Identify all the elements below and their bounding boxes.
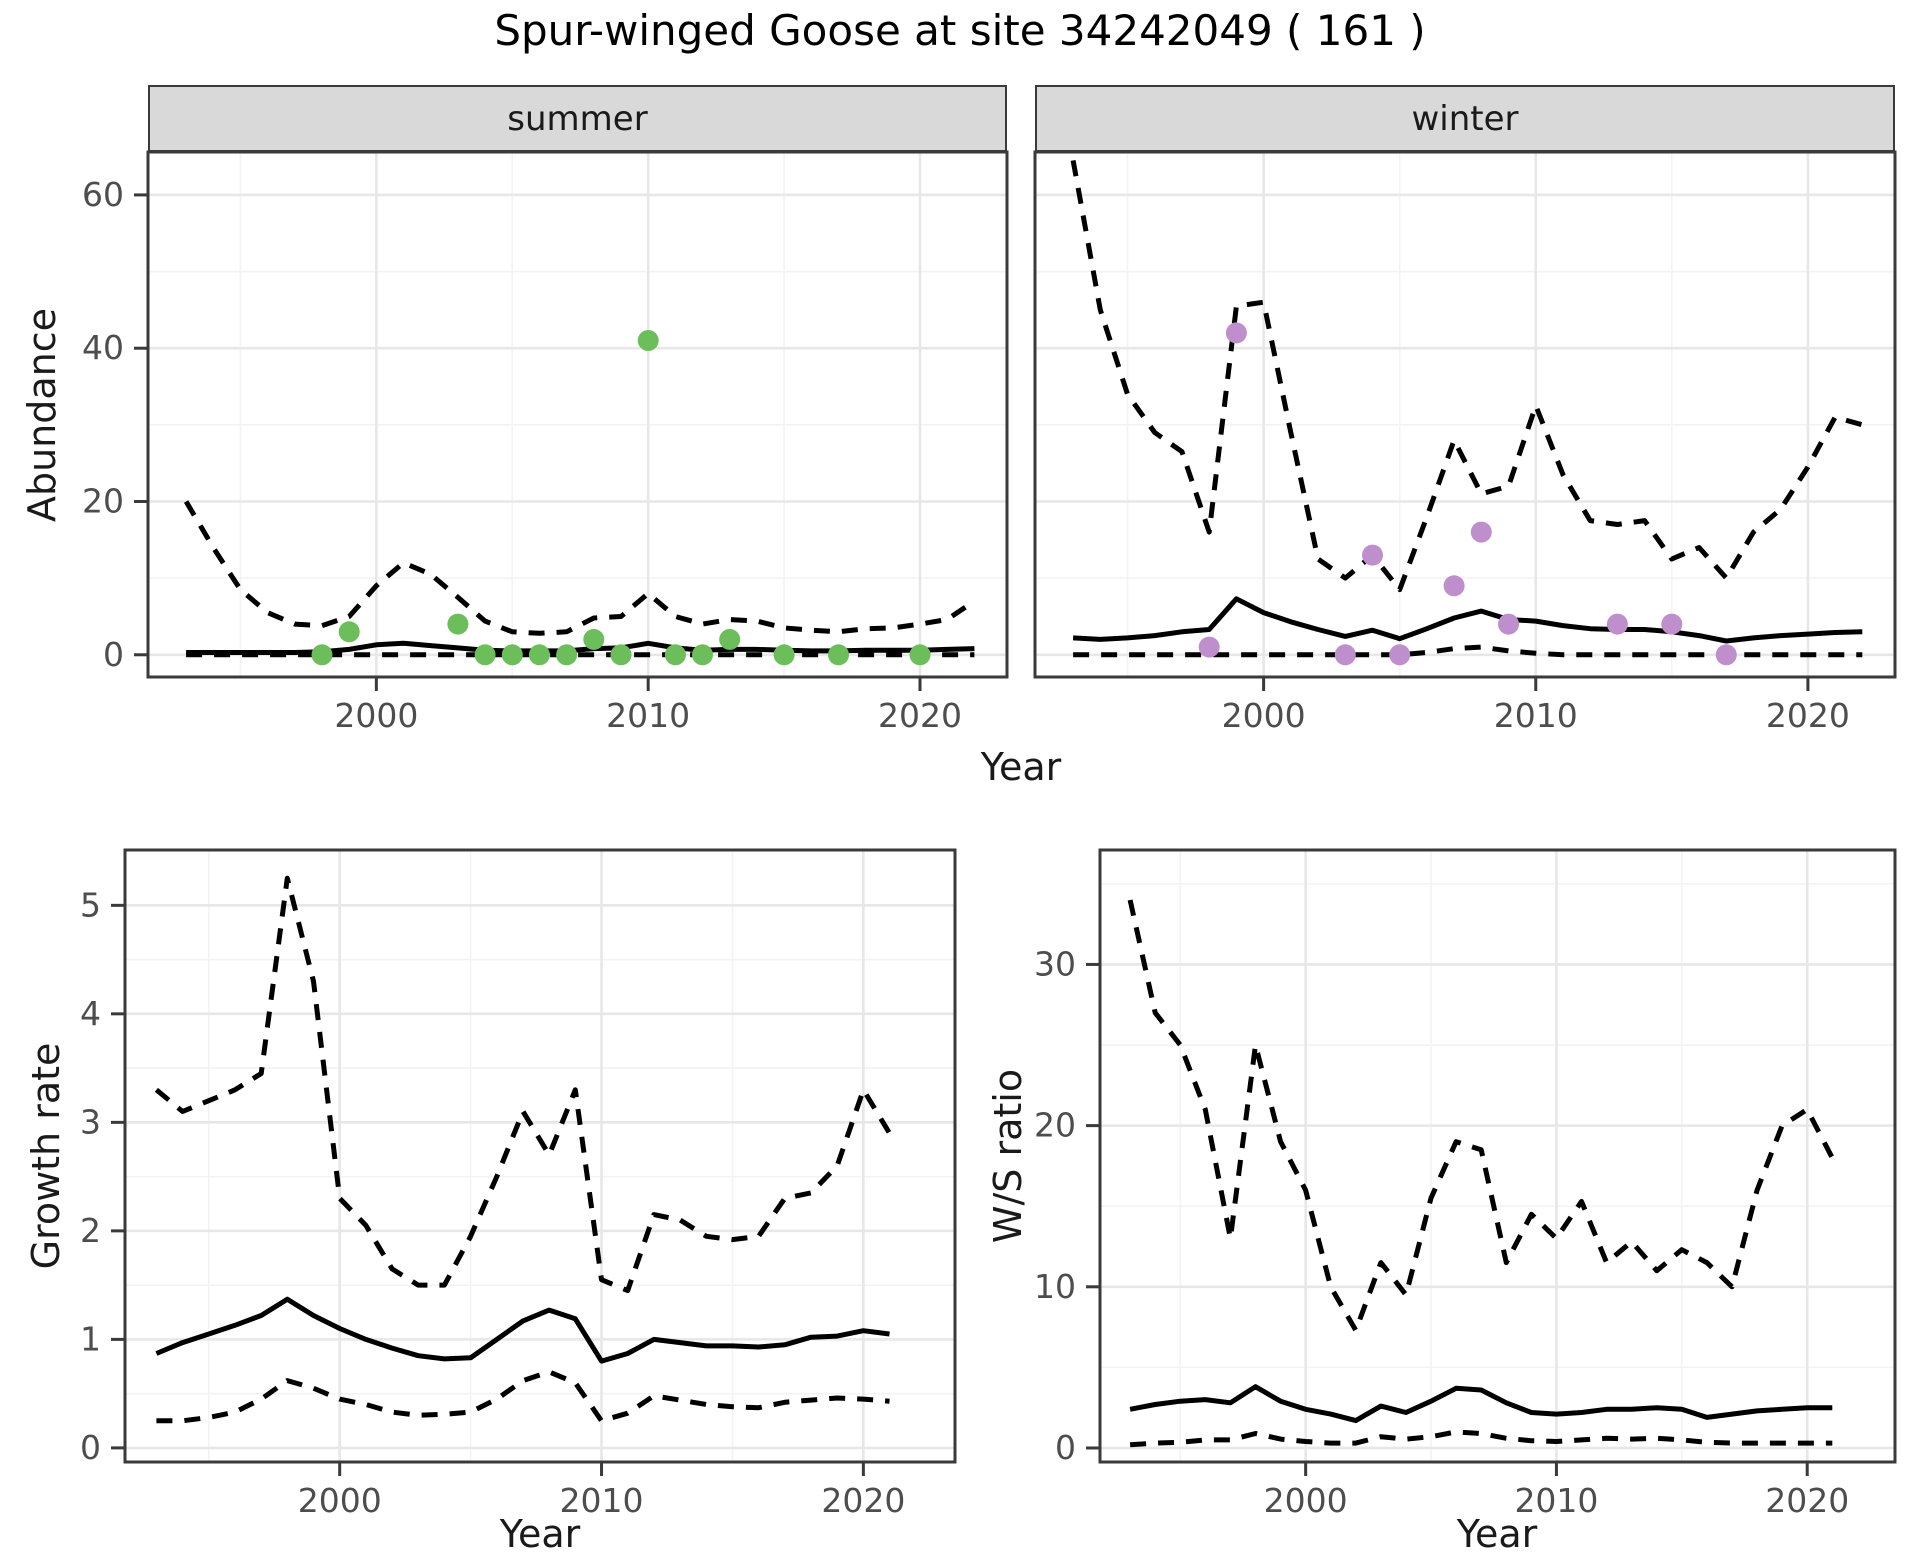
observed-count-point [664,644,686,666]
y-tick-label: 5 [80,885,101,924]
panel-border [1098,848,1897,1464]
observed-count-point [1470,521,1492,543]
observed-count-point [610,644,632,666]
observed-count-point [828,644,849,666]
upper-ci-line [183,500,976,636]
x-tick-label: 2010 [1494,696,1578,735]
observed-count-point [338,621,360,643]
observed-count-point [1498,613,1519,635]
median-line [1129,1384,1833,1424]
y-axis-label-abundance: Abundance [20,307,64,523]
x-axis-label-year-top: Year [980,745,1062,789]
x-axis-label-year-ws: Year [1456,1512,1538,1556]
observed-count-point [773,644,795,666]
y-tick-label: 60 [82,175,124,214]
observed-count-point [1389,644,1411,666]
y-tick-label: 2 [80,1211,101,1250]
lower-ci-line [1073,644,1863,658]
x-tick-label: 2000 [334,696,418,735]
panel-border [1033,150,1897,679]
y-tick-label: 0 [1055,1428,1076,1467]
page-title: Spur-winged Goose at site 34242049 ( 161… [494,6,1426,55]
y-tick-label: 1 [80,1319,101,1358]
x-tick-label: 2020 [878,696,962,735]
lower-ci-line [1129,1429,1833,1448]
panel-abundance-summer: 2000 2010 2020 0 20 40 60 [82,150,1009,735]
y-tick-label: 3 [80,1102,101,1141]
y-tick-label: 20 [1034,1106,1076,1145]
observed-count-point [311,644,333,666]
observed-count-point [1198,636,1220,658]
observed-count-point [583,628,605,650]
observed-count-point [447,613,469,635]
facet-strip-winter: winter [1035,85,1895,152]
x-tick-label: 2000 [1222,696,1306,735]
median-line [1072,596,1863,644]
observed-count-point [1225,322,1247,344]
x-axis-label-year-growth: Year [499,1512,581,1556]
observed-count-point [1661,613,1683,635]
observed-count-point [1715,644,1737,666]
facet-strip-summer-label: summer [507,98,648,139]
x-tick-label: 2020 [1765,1481,1849,1520]
y-tick-label: 0 [103,635,124,674]
panel-border [123,848,957,1464]
y-tick-label: 40 [82,328,124,367]
x-tick-label: 2020 [1766,696,1850,735]
y-axis-label-ws-ratio: W/S ratio [986,1068,1030,1244]
x-tick-label: 2010 [606,696,690,735]
lower-ci-line [156,1369,890,1424]
observed-count-point [1362,544,1383,566]
y-tick-label: 4 [80,994,101,1033]
observed-count-point [474,644,496,666]
observed-count-point [692,644,713,666]
observed-count-point [528,644,550,666]
y-tick-label: 20 [82,481,124,520]
panel-abundance-winter: 2000 2010 2020 [1033,150,1897,735]
x-tick-label: 2020 [821,1481,905,1520]
upper-ci-line [1070,159,1863,593]
y-tick-label: 10 [1034,1267,1076,1306]
median-line [155,1296,890,1364]
panel-background [148,152,1007,677]
upper-ci-line [1127,899,1835,1333]
y-tick-label: 30 [1034,944,1076,983]
y-axis-label-growth-rate: Growth rate [24,1042,68,1270]
upper-ci-line [154,875,892,1294]
x-tick-label: 2000 [1264,1481,1348,1520]
panel-border [146,150,1009,679]
observed-count-point [1443,575,1465,597]
panel-background [125,850,955,1462]
facet-strip-summer: summer [148,85,1007,152]
observed-count-point [1606,613,1628,635]
observed-count-point [1334,644,1356,666]
observed-count-point [556,644,578,666]
panel-background [1100,850,1895,1462]
median-line [186,640,975,655]
observed-count-point [909,644,931,666]
observed-count-point [637,330,659,351]
observed-count-point [501,644,523,666]
observed-count-point [719,628,741,650]
panel-background [1035,152,1895,677]
y-tick-label: 0 [80,1428,101,1467]
facet-strip-winter-label: winter [1411,98,1519,139]
x-tick-label: 2000 [298,1481,382,1520]
